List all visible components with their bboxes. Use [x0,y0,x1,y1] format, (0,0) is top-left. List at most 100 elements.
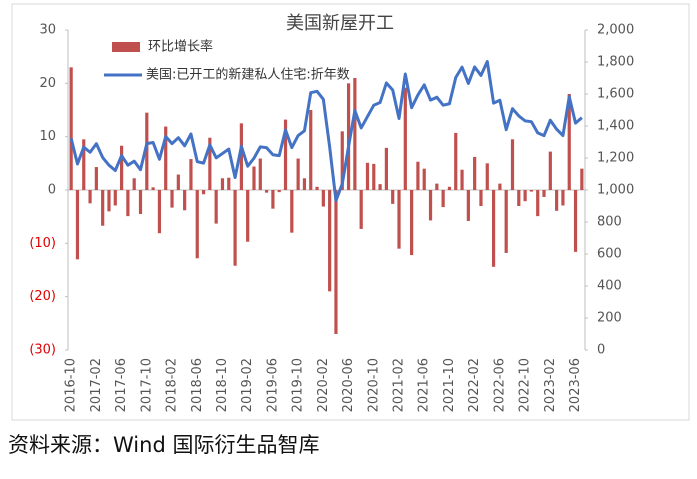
x-tick-label: 2017-02 [89,358,104,412]
bar [277,190,281,193]
bar [416,161,420,190]
bar [252,166,256,190]
bar [491,190,496,267]
x-tick-label: 2020-02 [316,358,331,412]
bar [384,147,388,190]
bar [176,174,180,190]
bar [138,190,143,214]
y2-tick-label: 2,000 [597,23,634,38]
bar [75,190,80,260]
legend-label: 美国:已开工的新建私人住宅:折年数 [146,67,350,83]
x-tick-label: 2022-06 [492,358,507,412]
bar [504,190,508,253]
bar [233,190,237,266]
x-tick-label: 2023-02 [543,358,558,412]
y-tick-label: (30) [29,343,56,358]
bar [113,190,117,206]
x-tick-label: 2021-06 [417,358,432,412]
x-tick-label: 2023-06 [568,358,583,412]
bar [555,190,559,211]
bar [567,94,571,190]
bar [353,78,357,190]
x-tick-label: 2021-02 [392,358,407,412]
x-tick-label: 2022-10 [518,358,533,412]
bar [460,169,464,190]
y2-tick-label: 0 [597,343,605,358]
bar [309,110,313,190]
bar [101,190,105,226]
x-tick-label: 2016-10 [64,358,79,412]
bar [454,132,458,190]
bar [321,190,325,207]
bar [157,190,162,234]
bar [359,190,363,229]
bar [195,190,199,259]
chart-title: 美国新屋开工 [286,13,394,34]
x-tick-label: 2019-10 [291,358,306,412]
bar [290,190,294,233]
bar [164,126,168,190]
y2-tick-label: 400 [597,279,622,294]
y2-tick-label: 1,800 [597,55,634,70]
bar [82,139,86,190]
x-tick-label: 2019-02 [240,358,255,412]
bar [485,163,489,190]
y2-tick-label: 1,200 [597,151,634,166]
bar [340,131,344,190]
source-note: 资料来源：Wind 国际衍生品智库 [8,433,319,457]
bar [346,83,351,190]
bar [391,190,395,204]
x-tick-label: 2019-06 [265,358,280,412]
y-tick-label: (20) [29,289,56,304]
bar [246,190,250,242]
bar [239,123,243,190]
x-tick-label: 2018-02 [165,358,180,412]
bar [69,67,73,190]
x-tick-label: 2018-06 [190,358,205,412]
bar [145,112,149,190]
bar [403,87,407,190]
bar [536,190,540,217]
y2-tick-label: 200 [597,311,622,326]
y2-tick-label: 600 [597,247,622,262]
bar [107,190,111,212]
bar [447,186,452,190]
bar [296,158,300,190]
bar [542,190,546,197]
bar [435,183,439,190]
bar [397,190,401,249]
bar [466,190,470,221]
y-tick-label: 0 [48,183,56,198]
x-tick-label: 2020-06 [341,358,356,412]
y2-tick-label: 1,600 [597,87,634,102]
bar [428,190,433,221]
bar [479,190,483,206]
bar [227,177,231,190]
bar [151,187,155,190]
bar [258,158,262,190]
bar [183,190,187,211]
bar [88,190,92,204]
bar [328,190,332,292]
bar [422,168,426,190]
bar [378,184,382,190]
bar [441,190,445,208]
line-series [69,60,583,203]
bar [189,159,193,190]
x-tick-label: 2022-02 [467,358,482,412]
y2-tick-label: 1,400 [597,119,634,134]
y-tick-label: 10 [39,129,56,144]
bar [548,151,552,190]
bar [119,145,124,190]
bar [498,183,502,190]
legend-swatch [112,42,140,52]
bar [510,139,515,190]
bar [170,190,174,208]
bar [473,156,477,190]
y2-tick-label: 800 [597,215,622,230]
bar [580,168,584,190]
bar [334,190,338,334]
bar [201,190,206,195]
